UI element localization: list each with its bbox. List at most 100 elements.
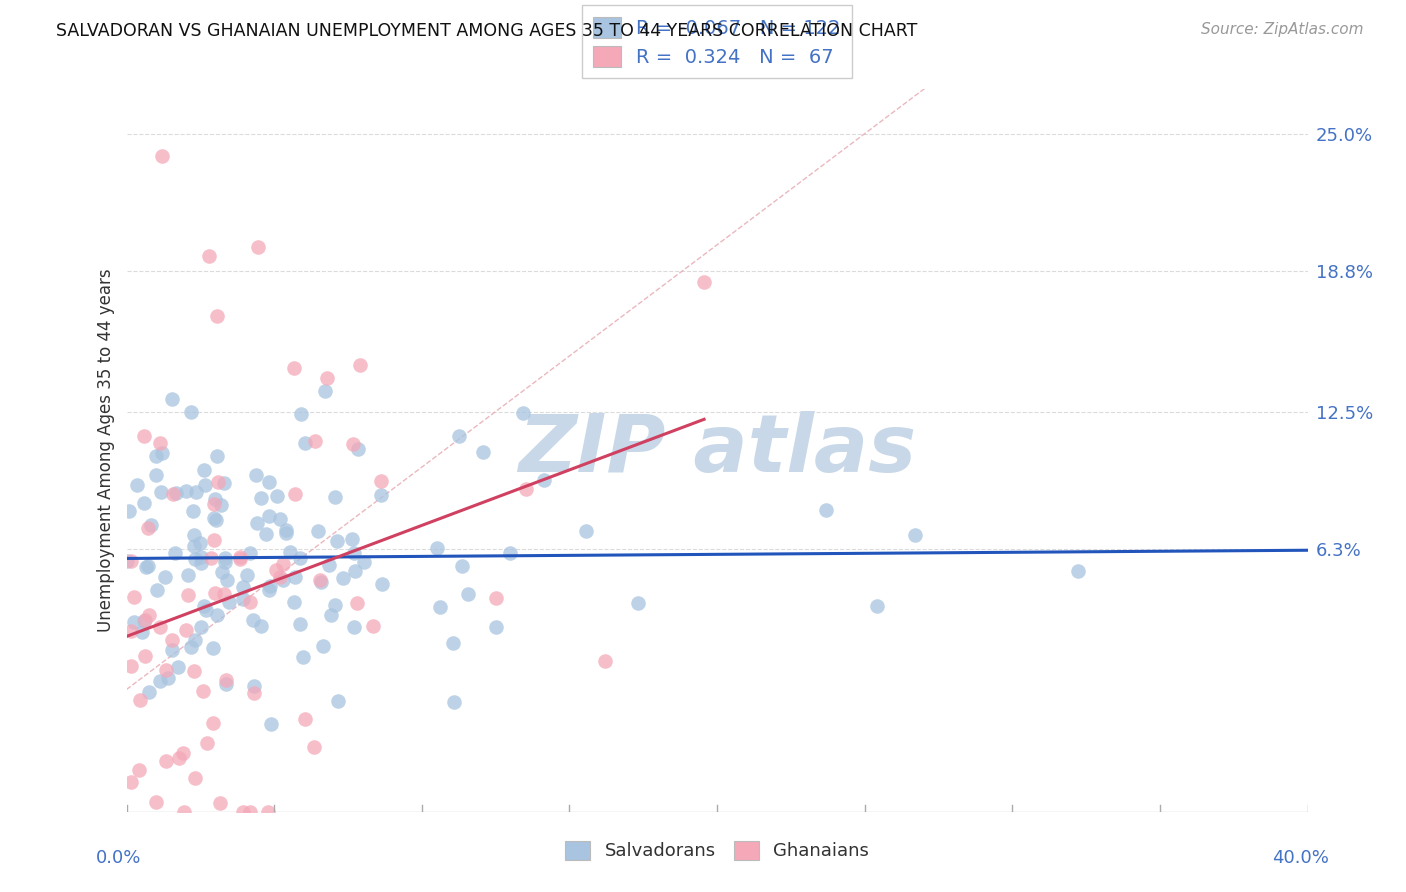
- Point: [347, 442, 370, 457]
- Point: [166, 660, 188, 674]
- Point: [174, 484, 197, 499]
- Point: [290, 617, 312, 632]
- Point: [176, 623, 198, 637]
- Point: [283, 360, 305, 375]
- Point: [370, 474, 392, 488]
- Point: [259, 582, 281, 597]
- Point: [193, 599, 215, 614]
- Point: [120, 775, 142, 789]
- Point: [246, 516, 269, 530]
- Point: [190, 556, 212, 570]
- Point: [269, 569, 291, 583]
- Point: [429, 599, 451, 614]
- Point: [278, 545, 301, 559]
- Point: [190, 620, 212, 634]
- Point: [165, 485, 187, 500]
- Point: [332, 571, 354, 585]
- Text: Source: ZipAtlas.com: Source: ZipAtlas.com: [1201, 22, 1364, 37]
- Point: [323, 598, 346, 612]
- Point: [353, 555, 375, 569]
- Point: [195, 603, 218, 617]
- Point: [193, 684, 215, 698]
- Point: [134, 613, 156, 627]
- Point: [134, 614, 156, 628]
- Y-axis label: Unemployment Among Ages 35 to 44 years: Unemployment Among Ages 35 to 44 years: [97, 268, 115, 632]
- Legend: Salvadorans, Ghanaians: Salvadorans, Ghanaians: [558, 833, 876, 868]
- Point: [266, 489, 288, 503]
- Point: [343, 564, 366, 578]
- Point: [162, 487, 184, 501]
- Point: [346, 596, 368, 610]
- Point: [284, 487, 307, 501]
- Point: [484, 620, 506, 634]
- Point: [183, 527, 205, 541]
- Point: [122, 591, 145, 605]
- Point: [284, 570, 307, 584]
- Point: [181, 504, 204, 518]
- Point: [127, 478, 149, 492]
- Point: [232, 580, 254, 594]
- Point: [304, 434, 326, 449]
- Point: [447, 429, 470, 443]
- Point: [533, 473, 555, 487]
- Point: [316, 371, 339, 385]
- Point: [124, 615, 146, 629]
- Point: [162, 642, 184, 657]
- Point: [257, 475, 280, 490]
- Point: [153, 570, 176, 584]
- Point: [156, 671, 179, 685]
- Point: [205, 513, 228, 527]
- Point: [149, 673, 172, 688]
- Text: 40.0%: 40.0%: [1272, 849, 1329, 867]
- Point: [294, 436, 316, 450]
- Point: [138, 684, 160, 698]
- Point: [205, 608, 228, 623]
- Point: [160, 633, 183, 648]
- Point: [693, 275, 716, 289]
- Point: [627, 596, 650, 610]
- Point: [132, 429, 155, 443]
- Point: [319, 608, 342, 623]
- Point: [134, 649, 156, 664]
- Point: [485, 591, 508, 605]
- Point: [128, 764, 150, 778]
- Point: [257, 509, 280, 524]
- Point: [184, 772, 207, 786]
- Point: [257, 805, 280, 819]
- Point: [370, 488, 392, 502]
- Point: [167, 751, 190, 765]
- Point: [371, 577, 394, 591]
- Point: [198, 249, 221, 263]
- Point: [211, 565, 233, 579]
- Point: [146, 583, 169, 598]
- Point: [136, 559, 159, 574]
- Point: [173, 805, 195, 819]
- Point: [472, 445, 495, 459]
- Point: [150, 446, 173, 460]
- Point: [309, 575, 332, 590]
- Point: [457, 587, 479, 601]
- Point: [207, 475, 229, 489]
- Point: [361, 619, 384, 633]
- Point: [190, 550, 212, 565]
- Point: [218, 595, 240, 609]
- Point: [200, 551, 222, 566]
- Point: [236, 567, 259, 582]
- Point: [132, 496, 155, 510]
- Point: [120, 624, 142, 639]
- Point: [593, 654, 616, 668]
- Point: [118, 504, 141, 518]
- Point: [149, 620, 172, 634]
- Point: [165, 546, 187, 560]
- Point: [239, 546, 262, 560]
- Point: [202, 716, 225, 731]
- Point: [246, 240, 269, 254]
- Point: [214, 587, 236, 601]
- Point: [136, 521, 159, 535]
- Point: [271, 573, 294, 587]
- Point: [260, 716, 283, 731]
- Point: [204, 586, 226, 600]
- Point: [288, 550, 311, 565]
- Point: [214, 555, 236, 569]
- Point: [177, 567, 200, 582]
